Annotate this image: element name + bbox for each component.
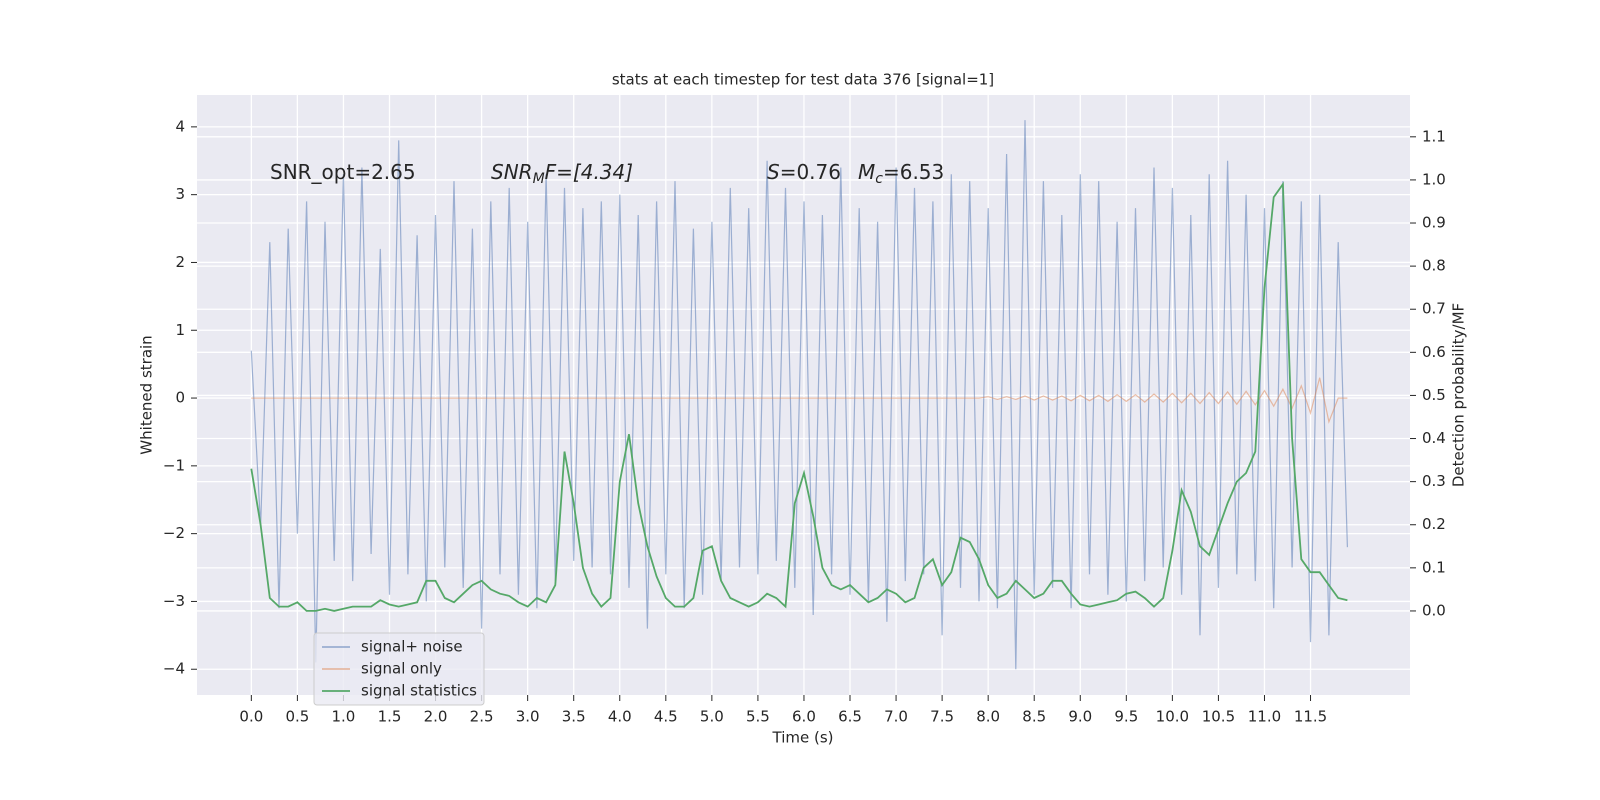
x-tick-label: 9.5: [1114, 708, 1138, 726]
annotation-part: SNR: [491, 160, 533, 184]
y2-tick-label: 0.1: [1422, 558, 1446, 576]
y2-tick-label: 0.8: [1422, 257, 1446, 275]
y2-tick-label: 0.9: [1422, 214, 1446, 232]
legend-box: [313, 632, 485, 706]
x-tick-label: 3.5: [562, 708, 586, 726]
x-tick-label: 3.0: [516, 708, 540, 726]
x-tick-label: 7.0: [884, 708, 908, 726]
annotation-part: M: [533, 171, 545, 187]
series-line: [250, 120, 1348, 670]
annotation-part: S: [767, 160, 780, 184]
x-tick-label: 4.0: [608, 708, 632, 726]
y2-tick-label: 0.3: [1422, 472, 1446, 490]
x-tick-label: 5.0: [700, 708, 724, 726]
x-tick-label: 6.5: [838, 708, 862, 726]
annotation: SNR_opt=2.65: [270, 160, 416, 184]
x-tick-label: 9.0: [1068, 708, 1092, 726]
annotation: SNRMF=[4.34]: [491, 160, 633, 188]
x-tick-label: 5.5: [746, 708, 770, 726]
y-tick-label: −3: [163, 592, 185, 610]
x-tick-label: 1.5: [378, 708, 402, 726]
x-tick-label: 11.5: [1294, 708, 1327, 726]
annotation: S=0.76: [767, 160, 841, 184]
annotation-part: =6.53: [883, 160, 944, 184]
y-tick-label: −2: [163, 524, 185, 542]
y-tick-label: 0: [175, 389, 185, 407]
annotation-part: SNR_opt=2.65: [270, 160, 416, 184]
y2-tick-label: 0.2: [1422, 515, 1446, 533]
y-tick-label: 4: [175, 117, 185, 135]
y-tick-label: −1: [163, 456, 185, 474]
x-tick-label: 8.0: [976, 708, 1000, 726]
y-tick-label: 3: [175, 185, 185, 203]
legend-label: signal only: [361, 660, 442, 678]
x-tick-label: 10.0: [1156, 708, 1189, 726]
annotation: Mc=6.53: [858, 160, 944, 188]
y-tick-label: 2: [175, 253, 185, 271]
y2-tick-label: 0.7: [1422, 300, 1446, 318]
y2-tick-label: 0.6: [1422, 343, 1446, 361]
chart-title: stats at each timestep for test data 376…: [612, 71, 994, 89]
x-axis-label: Time (s): [772, 729, 834, 747]
y-tick-label: 1: [175, 321, 185, 339]
x-tick-label: 1.0: [332, 708, 356, 726]
x-tick-label: 6.0: [792, 708, 816, 726]
x-tick-label: 8.5: [1022, 708, 1046, 726]
y2-tick-label: 1.1: [1422, 127, 1446, 145]
series-line: [251, 377, 1348, 424]
series-line: [250, 181, 1348, 612]
x-tick-label: 2.0: [424, 708, 448, 726]
x-tick-label: 0.5: [285, 708, 309, 726]
annotation-part: F=[4.34]: [545, 160, 633, 184]
x-tick-label: 0.0: [239, 708, 263, 726]
annotation-part: M: [858, 160, 875, 184]
y-tick-label: −4: [163, 660, 185, 678]
annotation-part: =0.76: [780, 160, 841, 184]
y2-tick-label: 0.0: [1422, 601, 1446, 619]
legend-label: signal statistics: [361, 682, 477, 700]
x-tick-label: 2.5: [470, 708, 494, 726]
x-tick-label: 7.5: [930, 708, 954, 726]
y2-tick-label: 1.0: [1422, 170, 1446, 188]
annotation-part: c: [875, 171, 883, 187]
y2-axis-label: Detection probability/MF: [1450, 303, 1468, 487]
x-tick-label: 10.5: [1202, 708, 1235, 726]
x-tick-label: 4.5: [654, 708, 678, 726]
y2-tick-label: 0.5: [1422, 386, 1446, 404]
y2-tick-label: 0.4: [1422, 429, 1446, 447]
y-axis-label: Whitened strain: [138, 335, 156, 454]
x-tick-label: 11.0: [1248, 708, 1281, 726]
legend-label: signal+ noise: [361, 638, 463, 656]
